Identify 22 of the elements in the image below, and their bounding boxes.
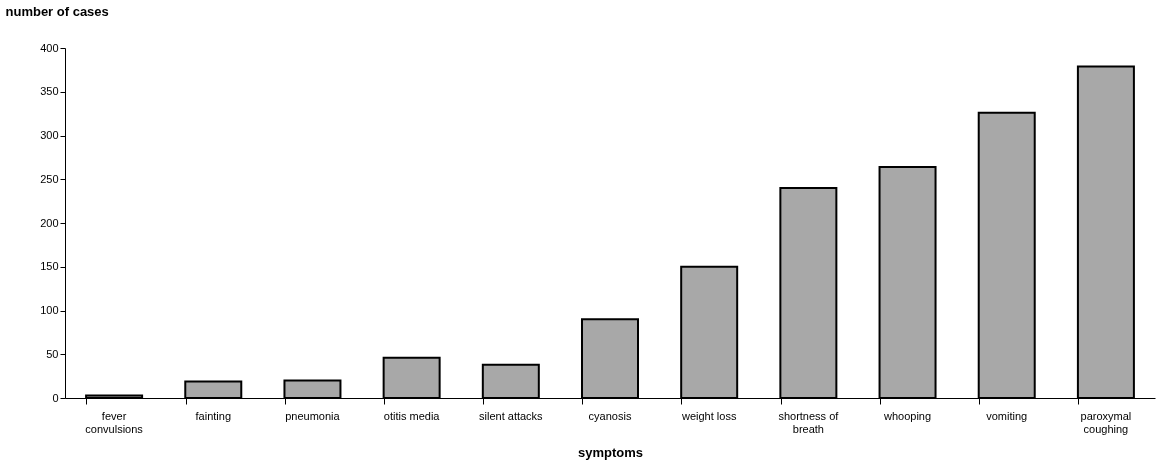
- y-tick-label: 50: [46, 347, 59, 360]
- x-tick-label: weight loss: [680, 409, 737, 422]
- y-tick-label: 400: [40, 41, 59, 54]
- x-tick-label: silent attacks: [479, 409, 544, 422]
- x-axis-title: symptoms: [577, 444, 644, 460]
- x-tick-label: pneumonia: [285, 409, 341, 422]
- y-tick-label: 0: [52, 391, 59, 404]
- x-tick-label: shortness of breath: [778, 409, 840, 435]
- x-tick-label: cyanosis: [588, 409, 632, 422]
- y-tick-label: 100: [40, 304, 59, 316]
- y-tick-label: 250: [40, 172, 59, 185]
- x-tick-label: fainting: [195, 409, 232, 422]
- y-tick-label: 150: [40, 260, 59, 273]
- x-tick-label: paroxymal coughing: [1080, 409, 1132, 435]
- x-tick-label: vomiting: [986, 409, 1028, 422]
- y-tick-label: 200: [40, 216, 59, 229]
- y-tick-label: 300: [40, 129, 59, 141]
- x-tick-label: fever convulsions: [85, 409, 144, 435]
- y-tick-label: 350: [40, 85, 59, 98]
- y-axis-title: number of cases: [5, 3, 109, 19]
- x-tick-label: whooping: [883, 409, 932, 422]
- x-tick-label: otitis media: [383, 409, 441, 422]
